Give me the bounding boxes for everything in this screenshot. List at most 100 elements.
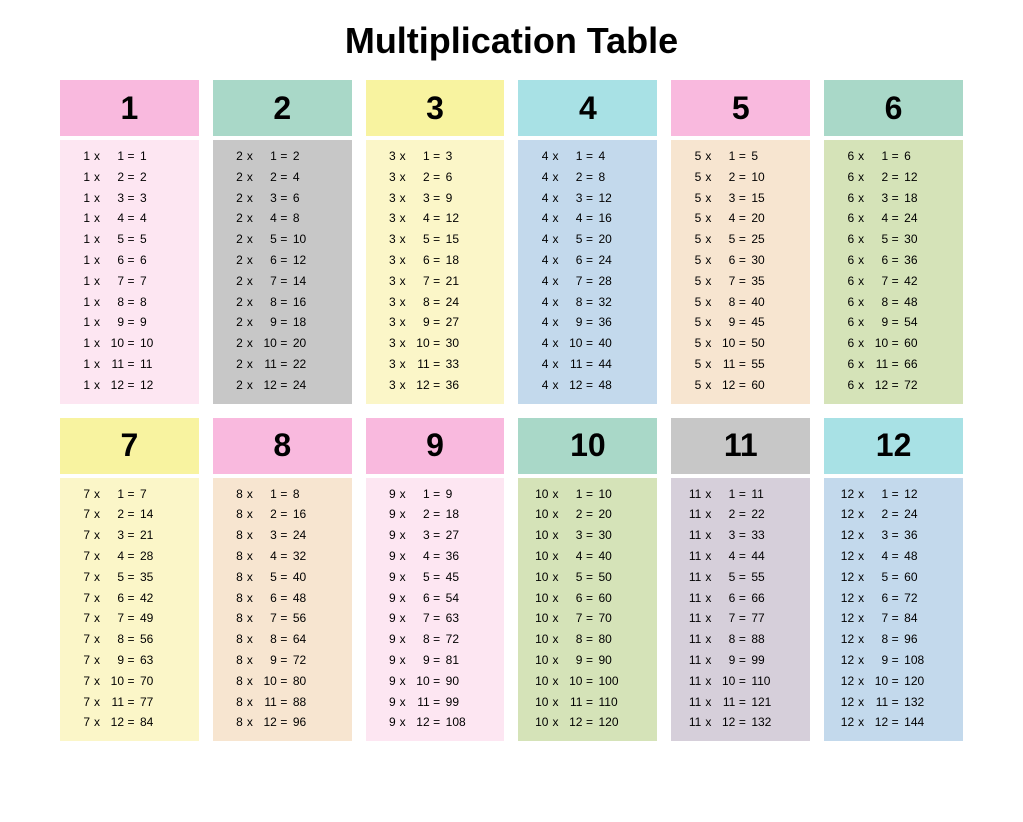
table-row: 5x8=40 bbox=[681, 294, 800, 311]
operand-a: 2 bbox=[223, 335, 243, 352]
times-symbol: x bbox=[548, 486, 562, 503]
operand-b: 6 bbox=[562, 252, 582, 269]
operand-a: 11 bbox=[681, 610, 701, 627]
operand-a: 12 bbox=[834, 673, 854, 690]
operand-b: 2 bbox=[410, 169, 430, 186]
times-symbol: x bbox=[701, 652, 715, 669]
equals-symbol: = bbox=[430, 252, 444, 269]
equals-symbol: = bbox=[124, 548, 138, 565]
table-row: 10x7=70 bbox=[528, 610, 647, 627]
times-symbol: x bbox=[854, 673, 868, 690]
times-symbol: x bbox=[90, 694, 104, 711]
table-row: 6x10=60 bbox=[834, 335, 953, 352]
operand-a: 3 bbox=[376, 273, 396, 290]
equals-symbol: = bbox=[124, 314, 138, 331]
result: 108 bbox=[444, 714, 495, 731]
equals-symbol: = bbox=[124, 631, 138, 648]
times-symbol: x bbox=[243, 335, 257, 352]
times-symbol: x bbox=[701, 252, 715, 269]
result: 28 bbox=[596, 273, 647, 290]
result: 48 bbox=[596, 377, 647, 394]
times-symbol: x bbox=[396, 652, 410, 669]
times-symbol: x bbox=[854, 610, 868, 627]
equals-symbol: = bbox=[277, 527, 291, 544]
result: 30 bbox=[444, 335, 495, 352]
times-symbol: x bbox=[854, 356, 868, 373]
times-symbol: x bbox=[854, 590, 868, 607]
times-symbol: x bbox=[90, 169, 104, 186]
operand-a: 7 bbox=[70, 673, 90, 690]
result: 14 bbox=[138, 506, 189, 523]
result: 99 bbox=[444, 694, 495, 711]
equals-symbol: = bbox=[735, 252, 749, 269]
operand-b: 5 bbox=[257, 231, 277, 248]
operand-b: 12 bbox=[562, 714, 582, 731]
times-symbol: x bbox=[854, 252, 868, 269]
times-symbol: x bbox=[90, 210, 104, 227]
table-row: 11x2=22 bbox=[681, 506, 800, 523]
operand-b: 6 bbox=[562, 590, 582, 607]
operand-b: 5 bbox=[104, 569, 124, 586]
table-row: 11x5=55 bbox=[681, 569, 800, 586]
table-row: 1x11=11 bbox=[70, 356, 189, 373]
result: 72 bbox=[291, 652, 342, 669]
operand-a: 6 bbox=[834, 210, 854, 227]
table-row: 8x12=96 bbox=[223, 714, 342, 731]
operand-a: 4 bbox=[528, 210, 548, 227]
table-row: 6x5=30 bbox=[834, 231, 953, 248]
times-symbol: x bbox=[854, 548, 868, 565]
operand-a: 12 bbox=[834, 610, 854, 627]
operand-b: 12 bbox=[257, 714, 277, 731]
result: 18 bbox=[902, 190, 953, 207]
equals-symbol: = bbox=[124, 169, 138, 186]
result: 99 bbox=[749, 652, 800, 669]
result: 18 bbox=[291, 314, 342, 331]
equals-symbol: = bbox=[888, 335, 902, 352]
operand-a: 7 bbox=[70, 506, 90, 523]
times-symbol: x bbox=[548, 527, 562, 544]
equals-symbol: = bbox=[277, 294, 291, 311]
table-row: 1x10=10 bbox=[70, 335, 189, 352]
equals-symbol: = bbox=[430, 569, 444, 586]
operand-b: 3 bbox=[410, 190, 430, 207]
operand-a: 1 bbox=[70, 314, 90, 331]
table-row: 5x11=55 bbox=[681, 356, 800, 373]
table-body: 8x1=88x2=168x3=248x4=328x5=408x6=488x7=5… bbox=[213, 478, 352, 742]
times-symbol: x bbox=[90, 377, 104, 394]
table-row: 6x6=36 bbox=[834, 252, 953, 269]
operand-b: 10 bbox=[868, 673, 888, 690]
table-row: 10x3=30 bbox=[528, 527, 647, 544]
result: 20 bbox=[596, 231, 647, 248]
times-symbol: x bbox=[243, 252, 257, 269]
result: 4 bbox=[291, 169, 342, 186]
operand-a: 11 bbox=[681, 590, 701, 607]
result: 3 bbox=[444, 148, 495, 165]
operand-b: 10 bbox=[868, 335, 888, 352]
times-symbol: x bbox=[548, 335, 562, 352]
table-row: 2x11=22 bbox=[223, 356, 342, 373]
table-header: 1 bbox=[60, 80, 199, 136]
times-symbol: x bbox=[396, 169, 410, 186]
equals-symbol: = bbox=[582, 273, 596, 290]
table-row: 3x7=21 bbox=[376, 273, 495, 290]
table-row: 5x4=20 bbox=[681, 210, 800, 227]
operand-a: 7 bbox=[70, 694, 90, 711]
result: 16 bbox=[291, 506, 342, 523]
result: 10 bbox=[291, 231, 342, 248]
operand-a: 10 bbox=[528, 610, 548, 627]
table-row: 2x2=4 bbox=[223, 169, 342, 186]
result: 20 bbox=[291, 335, 342, 352]
times-symbol: x bbox=[854, 631, 868, 648]
equals-symbol: = bbox=[888, 673, 902, 690]
operand-a: 5 bbox=[681, 210, 701, 227]
operand-a: 11 bbox=[681, 486, 701, 503]
result: 120 bbox=[596, 714, 647, 731]
times-symbol: x bbox=[854, 169, 868, 186]
times-symbol: x bbox=[396, 506, 410, 523]
operand-b: 2 bbox=[104, 169, 124, 186]
operand-b: 1 bbox=[868, 148, 888, 165]
times-symbol: x bbox=[396, 610, 410, 627]
times-symbol: x bbox=[701, 169, 715, 186]
table-row: 2x5=10 bbox=[223, 231, 342, 248]
operand-a: 1 bbox=[70, 377, 90, 394]
